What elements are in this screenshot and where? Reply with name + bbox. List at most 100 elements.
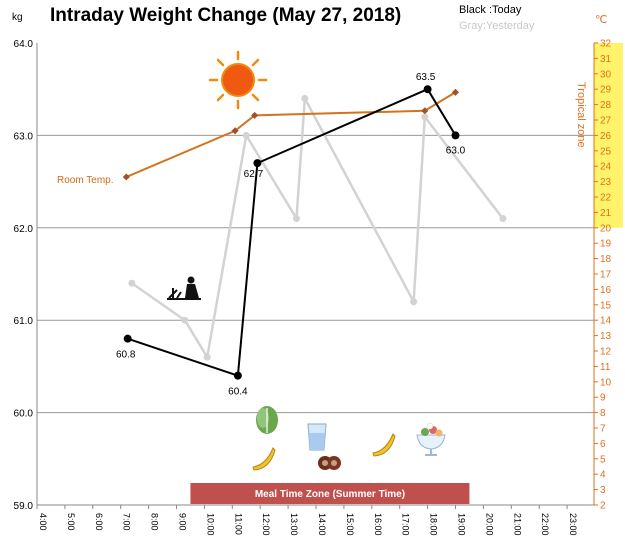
x-tick-label: 7:00 xyxy=(122,513,132,531)
water-glass-icon xyxy=(307,423,327,451)
room-temp-point xyxy=(421,107,429,115)
yesterday-point xyxy=(203,353,211,361)
tropical-zone-band xyxy=(594,43,623,228)
meal-zone-bar xyxy=(190,483,470,504)
y2-tick-label: 19 xyxy=(600,239,612,250)
y-tick-label: 64.0 xyxy=(14,39,34,50)
y2-tick-label: 32 xyxy=(600,39,612,50)
y2-tick-label: 9 xyxy=(600,393,606,404)
y2-tick-label: 29 xyxy=(600,85,612,96)
y2-tick-label: 17 xyxy=(600,270,612,281)
x-tick-label: 5:00 xyxy=(66,513,76,531)
y2-tick-label: 18 xyxy=(600,254,612,265)
x-tick-label: 9:00 xyxy=(178,513,188,531)
y-tick-label: 60.0 xyxy=(14,409,34,420)
y-tick-labels: 59.0 60.0 61.0 62.0 63.0 64.0 xyxy=(14,39,34,512)
today-data-label: 60.4 xyxy=(228,387,248,398)
dessert-cup-icon xyxy=(416,422,446,456)
y2-tick-labels: 2345678910111213141516171819202122232425… xyxy=(594,39,612,512)
today-data-label: 63.5 xyxy=(416,72,436,83)
room-temp-label: Room Temp. xyxy=(57,175,114,186)
y2-tick-label: 21 xyxy=(600,208,612,219)
x-tick-label: 15:00 xyxy=(345,513,355,536)
y2-tick-label: 8 xyxy=(600,408,606,419)
legend-yesterday: Gray:Yesterday xyxy=(459,20,535,32)
x-tick-label: 18:00 xyxy=(429,513,439,536)
meal-zone: Meal Time Zone (Summer Time) xyxy=(190,483,470,504)
y2-tick-label: 2 xyxy=(600,501,606,512)
y2-tick-label: 3 xyxy=(600,485,606,496)
grid-lines xyxy=(37,134,594,414)
yesterday-point xyxy=(292,215,300,223)
y2-tick-label: 31 xyxy=(600,54,612,65)
yesterday-point xyxy=(181,316,189,324)
y2-tick-label: 7 xyxy=(600,424,606,435)
yesterday-point xyxy=(128,279,136,287)
y2-tick-label: 23 xyxy=(600,177,612,188)
today-point xyxy=(423,85,432,94)
x-tick-label: 4:00 xyxy=(38,513,48,531)
y-tick-label: 59.0 xyxy=(14,501,34,512)
today-data-label: 60.8 xyxy=(116,350,136,361)
y2-tick-label: 10 xyxy=(600,377,612,388)
x-tick-label: 23:00 xyxy=(568,513,578,536)
banana-icon xyxy=(252,447,276,471)
x-tick-label: 16:00 xyxy=(373,513,383,536)
series-room-temp xyxy=(122,88,460,181)
y2-tick-label: 28 xyxy=(600,100,612,111)
x-tick-label: 12:00 xyxy=(261,513,271,536)
y2-tick-label: 26 xyxy=(600,131,612,142)
yesterday-point xyxy=(421,113,429,121)
x-tick-label: 13:00 xyxy=(289,513,299,536)
x-tick-labels: 4:00 5:00 6:00 7:00 8:00 9:00 10:00 11:00 12:00 1… xyxy=(36,505,578,536)
room-temp-point xyxy=(451,88,460,96)
y-tick-label: 62.0 xyxy=(14,224,34,235)
chart-title: Intraday Weight Change (May 27, 2018) xyxy=(50,5,401,26)
today-data-label: 63.0 xyxy=(446,145,466,156)
y-tick-label: 63.0 xyxy=(14,131,34,142)
y2-tick-label: 24 xyxy=(600,162,612,173)
meal-zone-label: Meal Time Zone (Summer Time) xyxy=(255,489,405,500)
room-temp-point xyxy=(231,127,239,135)
room-temp-line xyxy=(125,91,457,178)
tropical-zone-label: Tropical zone xyxy=(575,82,587,148)
x-tick-label: 10:00 xyxy=(205,513,215,536)
banana-icon xyxy=(372,433,396,457)
lettuce-icon xyxy=(256,406,278,434)
series-yesterday xyxy=(128,94,507,361)
x-tick-label: 20:00 xyxy=(484,513,494,536)
series-today xyxy=(123,85,460,380)
room-temp-point xyxy=(251,111,259,119)
x-tick-label: 17:00 xyxy=(401,513,411,536)
y2-tick-label: 20 xyxy=(600,223,612,234)
x-tick-label: 22:00 xyxy=(540,513,550,536)
today-point xyxy=(451,131,460,140)
x-tick-label: 8:00 xyxy=(150,513,160,531)
yesterday-point xyxy=(499,215,507,223)
y2-tick-label: 22 xyxy=(600,193,612,204)
data-labels: 60.8 60.4 62.7 63.5 63.0 xyxy=(116,72,466,397)
y2-tick-label: 14 xyxy=(600,316,612,327)
y2-tick-label: 25 xyxy=(600,146,612,157)
y-axis-unit: kg xyxy=(12,12,23,23)
y2-tick-label: 30 xyxy=(600,69,612,80)
y2-tick-label: 15 xyxy=(600,300,612,311)
x-tick-label: 21:00 xyxy=(512,513,522,536)
sun-icon xyxy=(208,50,268,110)
x-tick-label: 11:00 xyxy=(233,513,243,535)
x-tick-label: 14:00 xyxy=(317,513,327,536)
y2-tick-label: 27 xyxy=(600,116,612,127)
y2-tick-label: 16 xyxy=(600,285,612,296)
y2-axis-unit: ℃ xyxy=(595,14,607,26)
yesterday-point xyxy=(242,131,250,139)
y2-tick-label: 13 xyxy=(600,331,612,342)
yesterday-point xyxy=(301,94,309,102)
yesterday-point xyxy=(410,298,418,306)
today-point xyxy=(233,371,242,380)
y2-tick-label: 5 xyxy=(600,454,606,465)
gardening-icon xyxy=(167,276,201,300)
y-tick-label: 61.0 xyxy=(14,316,34,327)
cookie-icon xyxy=(318,456,341,470)
y2-tick-label: 11 xyxy=(600,362,611,373)
